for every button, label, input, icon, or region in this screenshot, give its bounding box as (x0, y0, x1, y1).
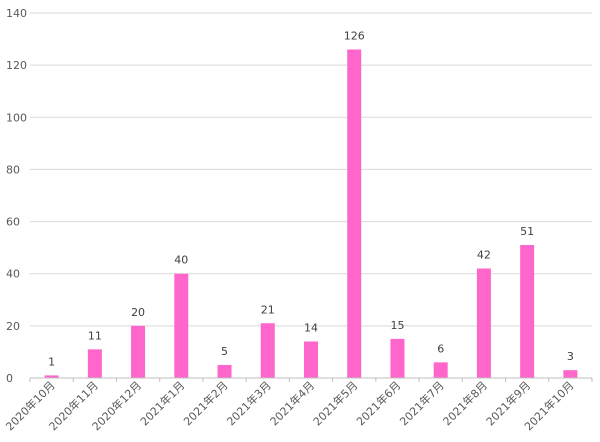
x-tick-label: 2021年1月 (137, 378, 187, 428)
x-axis: 2020年10月2020年11月2020年12月2021年1月2021年2月20… (3, 377, 593, 433)
data-label: 21 (261, 303, 275, 316)
bar (87, 349, 102, 378)
bar (44, 375, 59, 378)
y-tick-label: 140 (6, 7, 27, 20)
bar (260, 323, 275, 378)
bar (476, 268, 491, 378)
x-tick-label: 2021年6月 (353, 378, 403, 428)
y-tick-label: 40 (6, 268, 20, 281)
data-label: 5 (221, 345, 228, 358)
x-tick-label: 2021年5月 (310, 378, 360, 428)
x-tick-label: 2021年3月 (224, 378, 274, 428)
bar (174, 273, 189, 378)
y-tick-label: 60 (6, 216, 20, 229)
data-label: 51 (520, 225, 534, 238)
y-axis: 0 20 40 60 80 100 120 140 (6, 7, 27, 385)
data-label: 15 (390, 319, 404, 332)
bar (433, 362, 448, 378)
bars (44, 49, 578, 378)
data-label: 3 (567, 350, 574, 363)
x-tick-label: 2021年8月 (440, 378, 490, 428)
gridlines (30, 12, 592, 327)
data-label: 14 (304, 322, 318, 335)
data-label: 42 (477, 249, 491, 262)
y-tick-label: 100 (6, 111, 27, 124)
x-tick-label: 2021年2月 (180, 378, 230, 428)
bar (390, 338, 405, 378)
bar (304, 341, 318, 378)
data-label: 1 (48, 355, 55, 368)
x-tick-label: 2021年4月 (267, 378, 317, 428)
bar (217, 364, 232, 378)
data-label: 126 (344, 30, 365, 43)
data-label: 40 (174, 254, 188, 267)
y-tick-label: 120 (6, 59, 27, 72)
y-tick-label: 80 (6, 163, 20, 176)
bar (563, 370, 578, 378)
data-label: 20 (131, 306, 145, 319)
data-label: 6 (437, 342, 444, 355)
x-tick-label: 2021年7月 (397, 378, 447, 428)
bar (131, 325, 146, 378)
data-label: 11 (88, 329, 102, 342)
bar (520, 245, 535, 378)
bar (347, 49, 362, 378)
y-tick-label: 20 (6, 320, 20, 333)
y-tick-label: 0 (6, 372, 13, 385)
